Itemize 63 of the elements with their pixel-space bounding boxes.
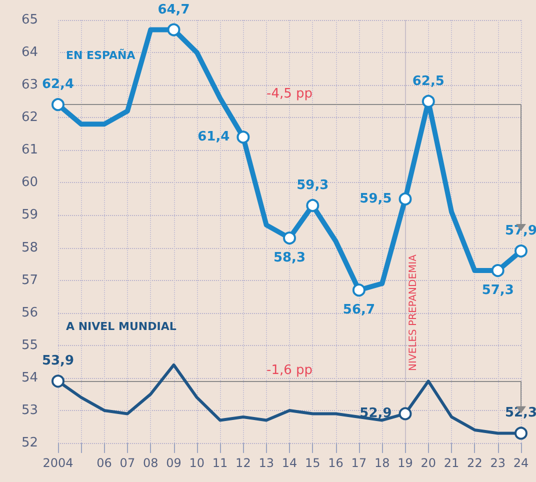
point [514,244,528,258]
x-tick-label: 21 [444,456,460,470]
x-tick-label: 19 [398,456,413,470]
data-label: 58,3 [273,250,306,266]
data-label: 52,9 [360,406,392,422]
point [306,198,320,212]
y-tick-label: 57 [21,272,38,288]
point [398,407,412,420]
text: A NIVEL MUNDIAL [66,320,176,334]
y-tick-label: 60 [21,175,38,190]
x-tick-label: 17 [351,456,367,470]
x-tick-label: 16 [328,456,344,470]
point [167,23,180,36]
x-tick-label: 2004 [42,456,74,470]
x-tick-label: 20 [420,456,436,470]
point [491,264,504,278]
x-tick-label: 14 [282,456,298,470]
y-tick-label: 52 [21,436,38,450]
y-tick-label: 58 [21,240,38,256]
y-tick-label: 63 [21,78,38,93]
point [514,426,528,440]
data-label: 62,5 [412,74,444,89]
data-label: 59,3 [296,178,329,193]
data-label: 57,3 [482,283,514,298]
series-label: EN ESPAÑA [66,48,136,62]
x-tick-label: 06 [96,456,112,470]
x-tick-label: 09 [166,456,182,470]
x-tick-label: 10 [189,456,205,470]
data-label: 64,7 [158,2,190,18]
point [352,284,366,297]
y-tick-label: 61 [21,142,38,158]
x-tick-label: 12 [236,456,251,470]
point [422,94,435,108]
point [52,98,64,112]
point [283,232,296,245]
y-tick-label: 59 [21,208,38,223]
point [236,130,250,144]
y-tick-label: 65 [21,12,38,28]
y-tick-label: 56 [21,305,38,320]
ref-line-label: -4,5 pp [266,86,313,102]
y-tick-label: 53 [21,402,38,418]
data-label: 59,5 [360,191,392,206]
point [52,374,64,388]
x-tick-label: 24 [513,456,529,470]
data-label: 61,4 [198,130,230,145]
point [398,192,412,206]
x-tick-label: 15 [305,456,320,470]
data-label: 53,9 [42,354,74,369]
x-tick-label: 23 [490,456,506,470]
data-label: 56,7 [342,302,375,318]
data-label: 62,4 [42,77,74,92]
y-tick-label: 62 [21,110,38,126]
y-tick-label: 64 [21,45,38,60]
x-tick-label: 18 [374,456,390,470]
ref-line-label: -1,6 pp [266,363,313,378]
y-tick-label: 54 [21,370,38,386]
y-tick-label: 55 [21,338,38,353]
x-tick-label: 07 [120,456,136,470]
x-tick-label: 11 [212,456,228,470]
x-tick-label: 13 [258,456,274,470]
x-tick-label: 08 [142,456,158,470]
ref-line-label: NIVELES PREPANDEMIA [408,254,419,371]
x-tick-label: 22 [467,456,482,470]
